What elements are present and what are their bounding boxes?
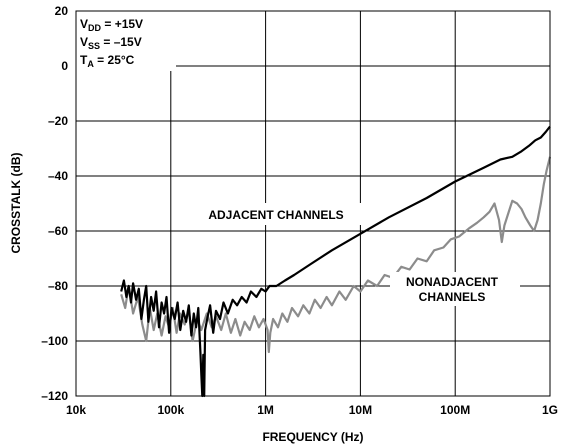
series-group	[120, 125, 552, 398]
y-tick-label: –60	[48, 224, 68, 238]
y-tick-label: –120	[41, 389, 68, 403]
x-tick-label: 10M	[349, 403, 372, 417]
tick-labels: 10k 100k 1M 10M 100M 1G 20 0 –20 –40 –60 –80 –100 –12…	[41, 4, 558, 417]
y-axis-label: CROSSTALK (dB)	[9, 152, 23, 253]
x-tick-label: 1M	[257, 403, 274, 417]
x-tick-label: 100k	[157, 403, 184, 417]
x-axis-label: FREQUENCY (Hz)	[262, 430, 363, 444]
nonadjacent-channels-line	[120, 156, 552, 354]
conditions-box	[76, 11, 176, 71]
y-tick-label: 0	[61, 59, 68, 73]
adjacent-channels-label: ADJACENT CHANNELS	[208, 208, 343, 222]
condition-vdd: VDD = +15V	[80, 17, 143, 33]
condition-vss: VSS = –15V	[80, 35, 142, 51]
y-tick-label: –40	[48, 169, 68, 183]
condition-ta: TA = 25°C	[80, 53, 135, 69]
x-tick-label: 100M	[440, 403, 470, 417]
adjacent-label-bg	[184, 203, 368, 225]
y-tick-label: –100	[41, 334, 68, 348]
nonadjacent-channels-label-line2: CHANNELS	[419, 290, 486, 304]
nonadjacent-label-bg	[390, 272, 520, 306]
y-tick-label: –20	[48, 114, 68, 128]
y-tick-label: 20	[55, 4, 69, 18]
x-tick-label: 1G	[542, 403, 558, 417]
plot-border	[75, 10, 551, 397]
x-tick-label: 10k	[66, 403, 86, 417]
nonadjacent-channels-label-line1: NONADJACENT	[406, 275, 499, 289]
adjacent-channels-line	[120, 125, 551, 398]
y-tick-label: –80	[48, 279, 68, 293]
